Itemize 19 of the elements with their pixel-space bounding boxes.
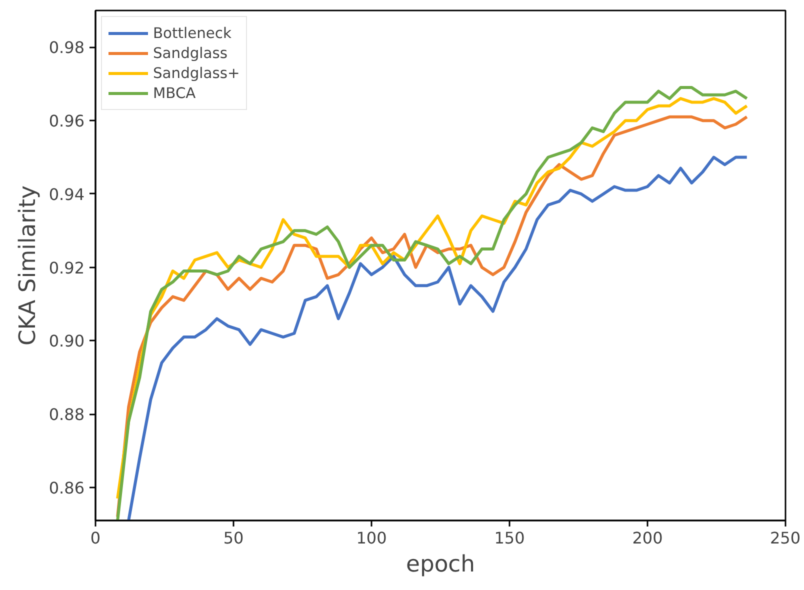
x-axis-title: epoch [406, 552, 475, 578]
y-tick-label: 0.88 [48, 405, 84, 424]
legend-label: MBCA [153, 84, 196, 102]
x-tick-label: 250 [770, 528, 801, 548]
x-tick-label: 50 [223, 528, 244, 548]
y-tick-label: 0.92 [48, 258, 84, 278]
legend-label: Sandglass [153, 44, 228, 62]
x-tick-label: 150 [494, 528, 525, 548]
y-tick-label: 0.86 [48, 478, 84, 498]
y-tick-label: 0.90 [48, 332, 84, 351]
y-tick-label: 0.94 [48, 184, 84, 204]
y-tick-label: 0.98 [48, 38, 84, 58]
legend-label: Sandglass+ [153, 64, 240, 82]
x-tick-label: 100 [356, 528, 387, 548]
x-tick-label: 0 [90, 528, 101, 548]
y-axis-title: CKA Similarity [14, 185, 41, 346]
legend-label: Bottleneck [153, 24, 232, 42]
y-tick-label: 0.96 [48, 112, 84, 131]
x-tick-label: 200 [632, 528, 663, 548]
